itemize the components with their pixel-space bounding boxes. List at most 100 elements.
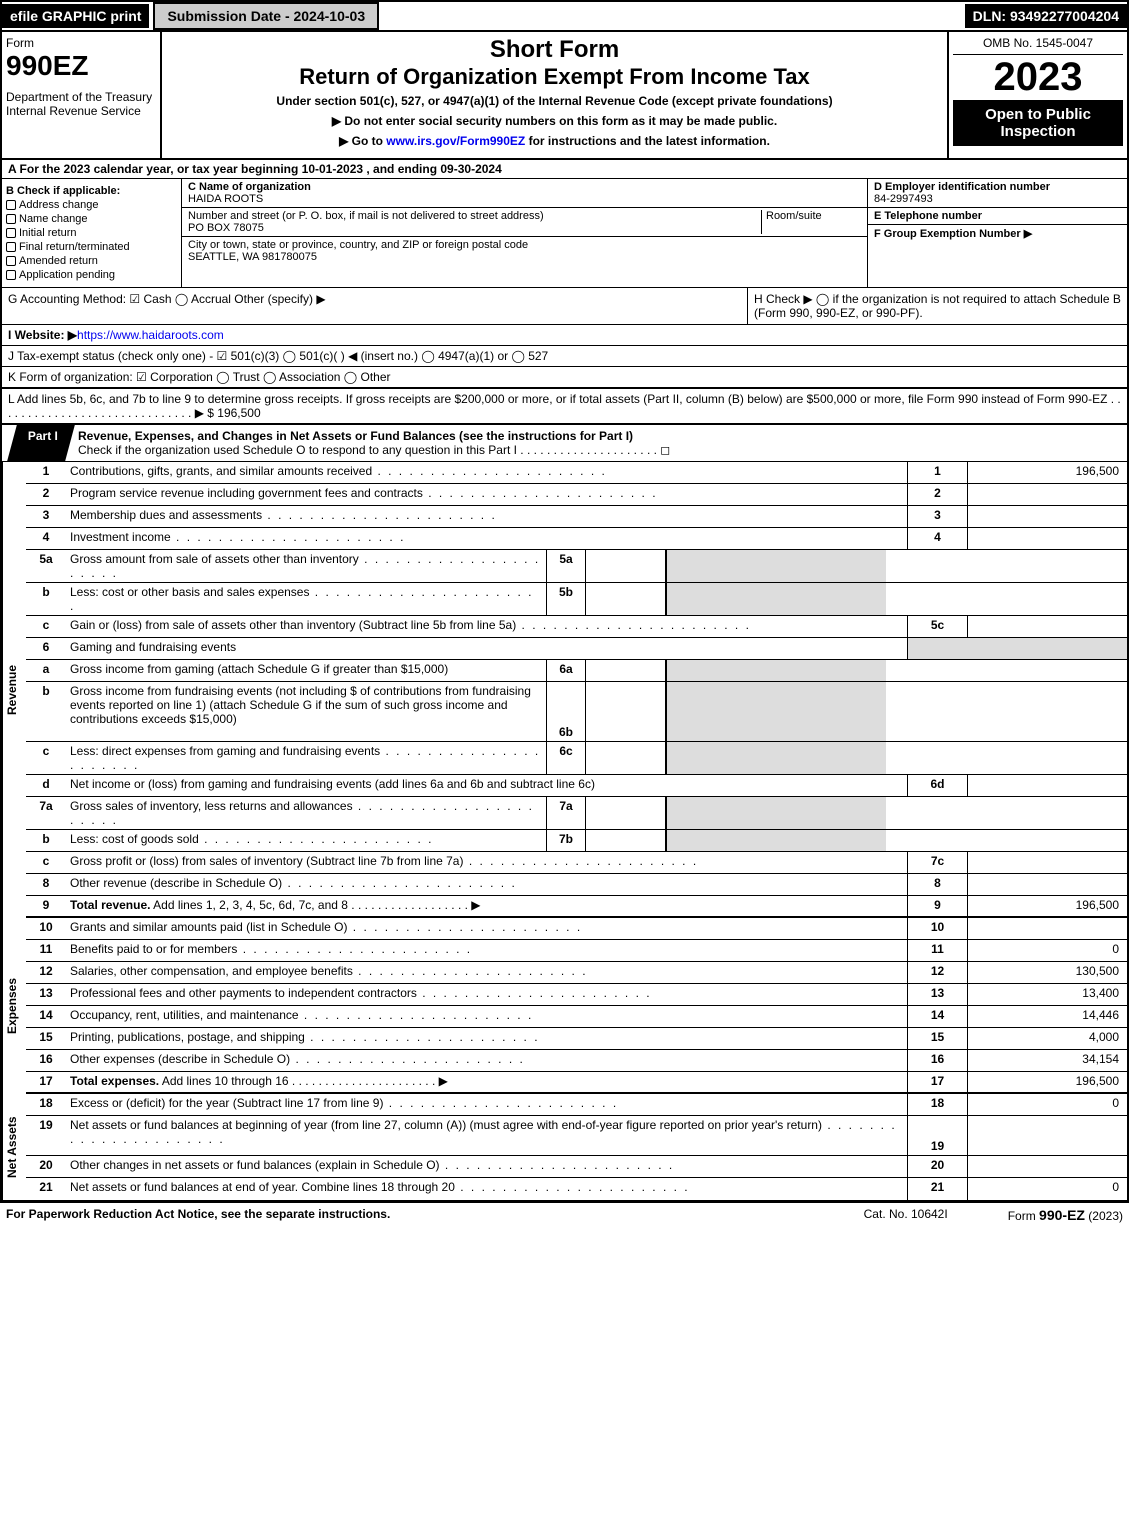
top-bar: efile GRAPHIC print Submission Date - 20… bbox=[0, 0, 1129, 32]
row-5b: bLess: cost or other basis and sales exp… bbox=[26, 583, 1127, 616]
form-header: Form 990EZ Department of the Treasury In… bbox=[0, 32, 1129, 160]
city: SEATTLE, WA 981780075 bbox=[188, 251, 317, 263]
row-9: 9Total revenue. Add lines 1, 2, 3, 4, 5c… bbox=[26, 896, 1127, 918]
revenue-label: Revenue bbox=[2, 462, 26, 918]
c-name-label: C Name of organization bbox=[188, 181, 311, 193]
tel-section: E Telephone number bbox=[868, 208, 1127, 225]
row-7b: bLess: cost of goods sold7b bbox=[26, 830, 1127, 852]
row-17: 17Total expenses. Add lines 10 through 1… bbox=[26, 1072, 1127, 1094]
cat-number: Cat. No. 10642I bbox=[864, 1207, 948, 1223]
k-org: K Form of organization: ☑ Corporation ◯ … bbox=[0, 367, 1129, 389]
street-section: Number and street (or P. O. box, if mail… bbox=[182, 208, 867, 237]
row-14: 14Occupancy, rent, utilities, and mainte… bbox=[26, 1006, 1127, 1028]
street: PO BOX 78075 bbox=[188, 222, 264, 234]
row-5c: cGain or (loss) from sale of assets othe… bbox=[26, 616, 1127, 638]
chk-amended[interactable]: Amended return bbox=[6, 255, 177, 267]
ein-label: D Employer identification number bbox=[874, 181, 1050, 193]
row-5a: 5aGross amount from sale of assets other… bbox=[26, 550, 1127, 583]
revenue-section: Revenue 1Contributions, gifts, grants, a… bbox=[0, 462, 1129, 918]
city-label: City or town, state or province, country… bbox=[188, 239, 528, 251]
expenses-label: Expenses bbox=[2, 918, 26, 1094]
row-20: 20Other changes in net assets or fund ba… bbox=[26, 1156, 1127, 1178]
row-8: 8Other revenue (describe in Schedule O)8 bbox=[26, 874, 1127, 896]
form-number: 990EZ bbox=[6, 50, 156, 82]
under-section: Under section 501(c), 527, or 4947(a)(1)… bbox=[170, 94, 939, 108]
chk-pending[interactable]: Application pending bbox=[6, 269, 177, 281]
row-6c: cLess: direct expenses from gaming and f… bbox=[26, 742, 1127, 775]
part1-title: Revenue, Expenses, and Changes in Net As… bbox=[70, 425, 1127, 461]
gh-row: G Accounting Method: ☑ Cash ◯ Accrual Ot… bbox=[0, 288, 1129, 325]
efile-label: efile GRAPHIC print bbox=[2, 4, 149, 28]
tel-label: E Telephone number bbox=[874, 210, 982, 222]
website-link[interactable]: https://www.haidaroots.com bbox=[77, 328, 224, 342]
row-3: 3Membership dues and assessments3 bbox=[26, 506, 1127, 528]
col-b: B Check if applicable: Address change Na… bbox=[2, 179, 182, 287]
group-section: F Group Exemption Number ▶ bbox=[868, 225, 1127, 242]
row-21: 21Net assets or fund balances at end of … bbox=[26, 1178, 1127, 1200]
col-d: D Employer identification number 84-2997… bbox=[867, 179, 1127, 287]
row-6a: aGross income from gaming (attach Schedu… bbox=[26, 660, 1127, 682]
open-inspection: Open to Public Inspection bbox=[953, 100, 1123, 146]
omb-number: OMB No. 1545-0047 bbox=[953, 36, 1123, 55]
org-name: HAIDA ROOTS bbox=[188, 193, 263, 205]
goto-link[interactable]: www.irs.gov/Form990EZ bbox=[386, 134, 525, 148]
chk-address[interactable]: Address change bbox=[6, 199, 177, 211]
row-7c: cGross profit or (loss) from sales of in… bbox=[26, 852, 1127, 874]
form-label: Form bbox=[6, 36, 156, 50]
row-16: 16Other expenses (describe in Schedule O… bbox=[26, 1050, 1127, 1072]
short-form-title: Short Form bbox=[170, 36, 939, 64]
row-7a: 7aGross sales of inventory, less returns… bbox=[26, 797, 1127, 830]
header-right: OMB No. 1545-0047 2023 Open to Public In… bbox=[947, 32, 1127, 158]
l-receipts: L Add lines 5b, 6c, and 7b to line 9 to … bbox=[0, 389, 1129, 425]
b-label: B Check if applicable: bbox=[6, 185, 177, 197]
paperwork-notice: For Paperwork Reduction Act Notice, see … bbox=[6, 1207, 390, 1223]
return-title: Return of Organization Exempt From Incom… bbox=[170, 64, 939, 90]
i-website: I Website: ▶https://www.haidaroots.com bbox=[0, 325, 1129, 346]
row-a: A For the 2023 calendar year, or tax yea… bbox=[0, 160, 1129, 179]
row-6d: dNet income or (loss) from gaming and fu… bbox=[26, 775, 1127, 797]
row-19: 19Net assets or fund balances at beginni… bbox=[26, 1116, 1127, 1156]
header-left: Form 990EZ Department of the Treasury In… bbox=[2, 32, 162, 158]
tax-year: 2023 bbox=[953, 55, 1123, 100]
row-4: 4Investment income4 bbox=[26, 528, 1127, 550]
row-10: 10Grants and similar amounts paid (list … bbox=[26, 918, 1127, 940]
g-accounting: G Accounting Method: ☑ Cash ◯ Accrual Ot… bbox=[2, 288, 747, 324]
department: Department of the Treasury Internal Reve… bbox=[6, 90, 156, 118]
room-label: Room/suite bbox=[766, 210, 822, 222]
group-label: F Group Exemption Number ▶ bbox=[874, 228, 1032, 240]
netassets-label: Net Assets bbox=[2, 1094, 26, 1200]
bcd-section: B Check if applicable: Address change Na… bbox=[0, 179, 1129, 288]
header-center: Short Form Return of Organization Exempt… bbox=[162, 32, 947, 158]
ssn-note: ▶ Do not enter social security numbers o… bbox=[170, 114, 939, 128]
j-status: J Tax-exempt status (check only one) - ☑… bbox=[0, 346, 1129, 367]
footer: For Paperwork Reduction Act Notice, see … bbox=[0, 1202, 1129, 1227]
row-13: 13Professional fees and other payments t… bbox=[26, 984, 1127, 1006]
expenses-section: Expenses 10Grants and similar amounts pa… bbox=[0, 918, 1129, 1094]
part1-label: Part I bbox=[7, 425, 75, 461]
goto-note: ▶ Go to www.irs.gov/Form990EZ for instru… bbox=[170, 134, 939, 148]
submission-date: Submission Date - 2024-10-03 bbox=[153, 2, 379, 30]
row-1: 1Contributions, gifts, grants, and simil… bbox=[26, 462, 1127, 484]
ein-section: D Employer identification number 84-2997… bbox=[868, 179, 1127, 208]
row-18: 18Excess or (deficit) for the year (Subt… bbox=[26, 1094, 1127, 1116]
street-label: Number and street (or P. O. box, if mail… bbox=[188, 210, 544, 222]
chk-name[interactable]: Name change bbox=[6, 213, 177, 225]
org-name-section: C Name of organization HAIDA ROOTS bbox=[182, 179, 867, 208]
chk-final[interactable]: Final return/terminated bbox=[6, 241, 177, 253]
netassets-section: Net Assets 18Excess or (deficit) for the… bbox=[0, 1094, 1129, 1202]
chk-initial[interactable]: Initial return bbox=[6, 227, 177, 239]
dln: DLN: 93492277004204 bbox=[965, 4, 1127, 28]
row-6: 6Gaming and fundraising events bbox=[26, 638, 1127, 660]
i-label: I Website: ▶ bbox=[8, 328, 77, 342]
row-2: 2Program service revenue including gover… bbox=[26, 484, 1127, 506]
row-15: 15Printing, publications, postage, and s… bbox=[26, 1028, 1127, 1050]
city-section: City or town, state or province, country… bbox=[182, 237, 867, 265]
row-6b: bGross income from fundraising events (n… bbox=[26, 682, 1127, 742]
h-check: H Check ▶ ◯ if the organization is not r… bbox=[747, 288, 1127, 324]
col-c: C Name of organization HAIDA ROOTS Numbe… bbox=[182, 179, 867, 287]
row-11: 11Benefits paid to or for members110 bbox=[26, 940, 1127, 962]
row-12: 12Salaries, other compensation, and empl… bbox=[26, 962, 1127, 984]
ein: 84-2997493 bbox=[874, 193, 933, 205]
form-reference: Form 990-EZ (2023) bbox=[1008, 1207, 1123, 1223]
part1-header: Part I Revenue, Expenses, and Changes in… bbox=[0, 425, 1129, 462]
